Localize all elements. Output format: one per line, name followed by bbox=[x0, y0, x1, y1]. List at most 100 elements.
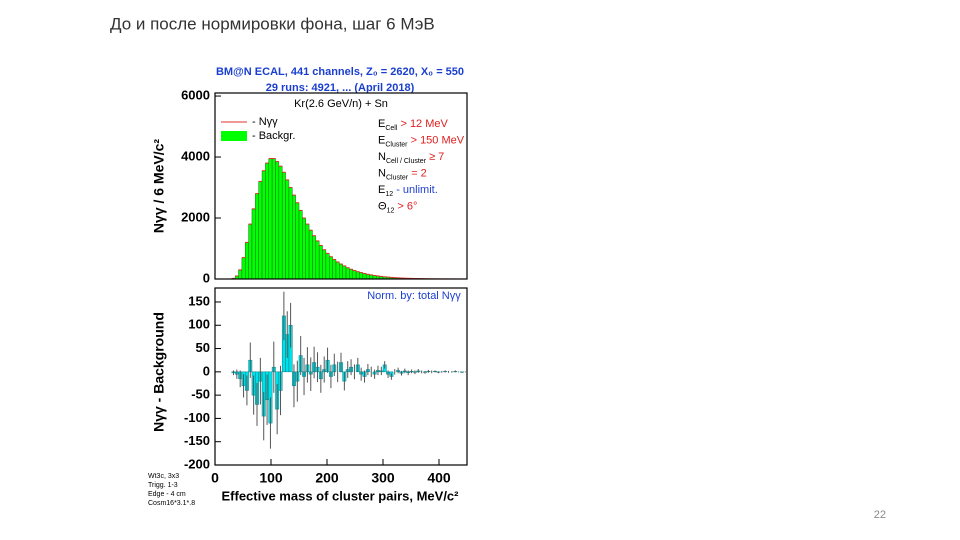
cut-subscript: Cell / Cluster bbox=[386, 158, 427, 165]
x-tick-label: 300 bbox=[371, 470, 395, 486]
x-tick-label: 0 bbox=[211, 470, 219, 486]
y-tick-label: 4000 bbox=[181, 148, 210, 163]
bar bbox=[342, 265, 347, 280]
legend-label: - Backgr. bbox=[252, 130, 295, 142]
cut-symbol: E bbox=[378, 184, 385, 196]
cut-annotation: E12 - unlimit. bbox=[378, 184, 438, 198]
chart-title: BM@N ECAL, 441 channels, Z₀ = 2620, X₀ =… bbox=[216, 66, 464, 78]
bar bbox=[349, 268, 354, 280]
cut-value: - unlimit. bbox=[393, 184, 438, 196]
bar bbox=[365, 274, 370, 280]
y-tick-label: 0 bbox=[203, 270, 210, 285]
cut-value: > 6° bbox=[394, 200, 417, 212]
bar bbox=[241, 257, 246, 280]
bar bbox=[285, 179, 290, 280]
cut-annotation: ECell > 12 MeV bbox=[378, 118, 449, 132]
bar bbox=[359, 272, 364, 280]
legend-label: - Nγγ bbox=[252, 116, 278, 128]
y-tick-label: 50 bbox=[196, 340, 210, 355]
bar bbox=[288, 187, 293, 280]
cut-value: = 2 bbox=[408, 167, 427, 179]
bar bbox=[328, 256, 333, 280]
cut-annotation: ECluster > 150 MeV bbox=[378, 134, 465, 148]
bar bbox=[244, 242, 249, 280]
bar bbox=[322, 249, 327, 280]
bar bbox=[281, 172, 286, 280]
bar bbox=[345, 267, 350, 280]
run-note: Edge - 4 cm bbox=[148, 491, 186, 498]
chart-subtitle: 29 runs: 4921, ... (April 2018) bbox=[266, 82, 415, 94]
run-note: Wt3c, 3x3 bbox=[148, 473, 179, 480]
y-tick-label: -150 bbox=[184, 433, 210, 448]
bar bbox=[339, 263, 343, 280]
x-tick-label: 200 bbox=[315, 470, 339, 486]
bar bbox=[268, 158, 273, 280]
y-tick-label: 2000 bbox=[181, 209, 210, 224]
plot-frame bbox=[214, 287, 468, 466]
bar bbox=[362, 273, 367, 280]
cut-annotation: NCluster = 2 bbox=[378, 167, 427, 181]
bar bbox=[258, 181, 263, 280]
bar bbox=[305, 223, 310, 280]
cut-subscript: Cluster bbox=[386, 174, 409, 181]
y-tick-label: -100 bbox=[184, 410, 210, 425]
y-tick-label: -200 bbox=[184, 456, 210, 471]
cut-symbol: E bbox=[378, 134, 385, 146]
x-tick-label: 100 bbox=[259, 470, 283, 486]
bar bbox=[292, 194, 296, 280]
bar bbox=[298, 210, 303, 280]
y-tick-label: -50 bbox=[191, 387, 210, 402]
y-axis-label: Nγγ / 6 MeV/c² bbox=[151, 139, 167, 233]
bar bbox=[278, 165, 283, 280]
cut-annotation: NCell / Cluster ≥ 7 bbox=[378, 151, 444, 165]
run-note: Trigg. 1-3 bbox=[148, 482, 178, 489]
bar bbox=[335, 261, 340, 280]
bar bbox=[261, 170, 266, 280]
cut-value: > 12 MeV bbox=[397, 118, 448, 130]
bar bbox=[271, 158, 276, 280]
bar bbox=[238, 269, 243, 280]
cut-symbol: Θ bbox=[378, 200, 387, 212]
y-tick-label: 150 bbox=[188, 293, 210, 308]
run-note: Cosm16*3.1*.8 bbox=[148, 500, 195, 507]
slide-title: До и после нормировки фона, шаг 6 МэВ bbox=[110, 14, 435, 33]
cut-symbol: E bbox=[378, 118, 385, 130]
x-tick-label: 400 bbox=[427, 470, 451, 486]
y-axis-label: Nγγ - Background bbox=[151, 312, 167, 432]
bar bbox=[369, 274, 374, 280]
cut-value: > 150 MeV bbox=[408, 134, 465, 146]
norm-note: Norm. by: total Nγγ bbox=[367, 290, 461, 302]
y-tick-label: 100 bbox=[188, 317, 210, 332]
bar bbox=[295, 202, 300, 280]
bar bbox=[332, 259, 337, 280]
cut-subscript: 12 bbox=[385, 191, 393, 198]
bar bbox=[255, 193, 259, 280]
legend-swatch bbox=[221, 131, 247, 141]
y-tick-label: 6000 bbox=[181, 87, 210, 102]
y-tick-label: 0 bbox=[203, 363, 210, 378]
bar bbox=[355, 271, 360, 280]
cut-symbol: N bbox=[378, 167, 386, 179]
bar bbox=[352, 270, 357, 280]
page-number: 22 bbox=[874, 509, 886, 521]
cut-subscript: Cluster bbox=[385, 141, 408, 148]
cut-subscript: 12 bbox=[387, 207, 395, 214]
bar bbox=[275, 161, 280, 280]
bar bbox=[318, 245, 323, 280]
bar bbox=[325, 253, 330, 280]
reaction: Kr(2.6 GeV/n) + Sn bbox=[294, 98, 388, 110]
cut-symbol: N bbox=[378, 151, 386, 163]
bar bbox=[265, 162, 270, 280]
cut-subscript: Cell bbox=[385, 125, 398, 132]
bar bbox=[308, 229, 313, 280]
bar bbox=[251, 208, 256, 280]
bar bbox=[312, 235, 317, 280]
cut-annotation: Θ12 > 6° bbox=[378, 200, 417, 214]
x-axis-label: Effective mass of cluster pairs, MeV/c² bbox=[222, 488, 460, 503]
bar bbox=[248, 223, 253, 280]
bar bbox=[302, 217, 306, 280]
cut-value: ≥ 7 bbox=[426, 151, 444, 163]
plot-frame bbox=[214, 92, 468, 280]
bar bbox=[315, 240, 320, 280]
